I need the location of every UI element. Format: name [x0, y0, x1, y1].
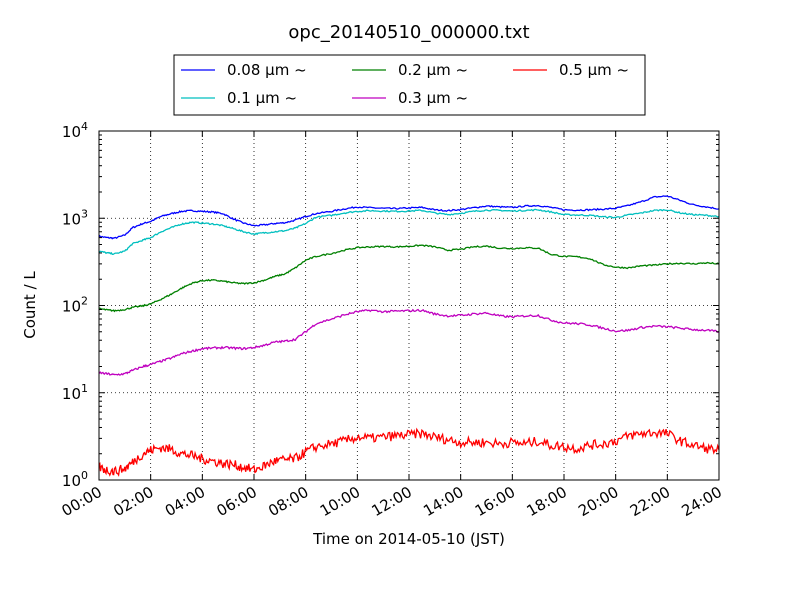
y-tick-label: 104	[62, 120, 88, 141]
y-tick-label-base: 10	[62, 210, 81, 228]
legend-frame	[173, 54, 646, 116]
legend-label: 0.5 µm ~	[559, 61, 629, 79]
y-tick-label-base: 10	[62, 472, 81, 490]
y-tick-label-exponent: 4	[81, 120, 88, 133]
y-tick-label-base: 10	[62, 123, 81, 141]
y-tick-label: 100	[62, 469, 88, 490]
y-tick-label: 102	[62, 295, 88, 316]
y-tick-label-base: 10	[62, 385, 81, 403]
y-axis-label: Count / L	[21, 271, 39, 339]
y-tick-label-exponent: 3	[81, 207, 88, 220]
series-line	[98, 244, 720, 313]
y-tick-label: 101	[62, 382, 88, 403]
legend-label: 0.3 µm ~	[398, 89, 468, 107]
legend-label: 0.2 µm ~	[398, 61, 468, 79]
y-tick-label-exponent: 1	[81, 382, 88, 395]
y-tick-label: 103	[62, 207, 88, 228]
series-line	[98, 208, 720, 255]
y-tick-label-exponent: 0	[81, 469, 88, 482]
legend: 0.08 µm ~ 0.1 µm ~ 0.2 µm ~ 0.3 µm ~ 0.5 µm …	[173, 54, 646, 116]
x-axis-label: Time on 2014-05-10 (JST)	[312, 530, 505, 548]
legend-label: 0.1 µm ~	[227, 89, 297, 107]
legend-label: 0.08 µm ~	[227, 61, 307, 79]
series-line	[98, 195, 720, 240]
series-line	[98, 427, 720, 477]
series-layer	[98, 195, 720, 477]
y-tick-label-exponent: 2	[81, 295, 88, 308]
y-tick-label-base: 10	[62, 298, 81, 316]
series-line	[98, 308, 720, 376]
chart-title: opc_20140510_000000.txt	[288, 22, 529, 43]
